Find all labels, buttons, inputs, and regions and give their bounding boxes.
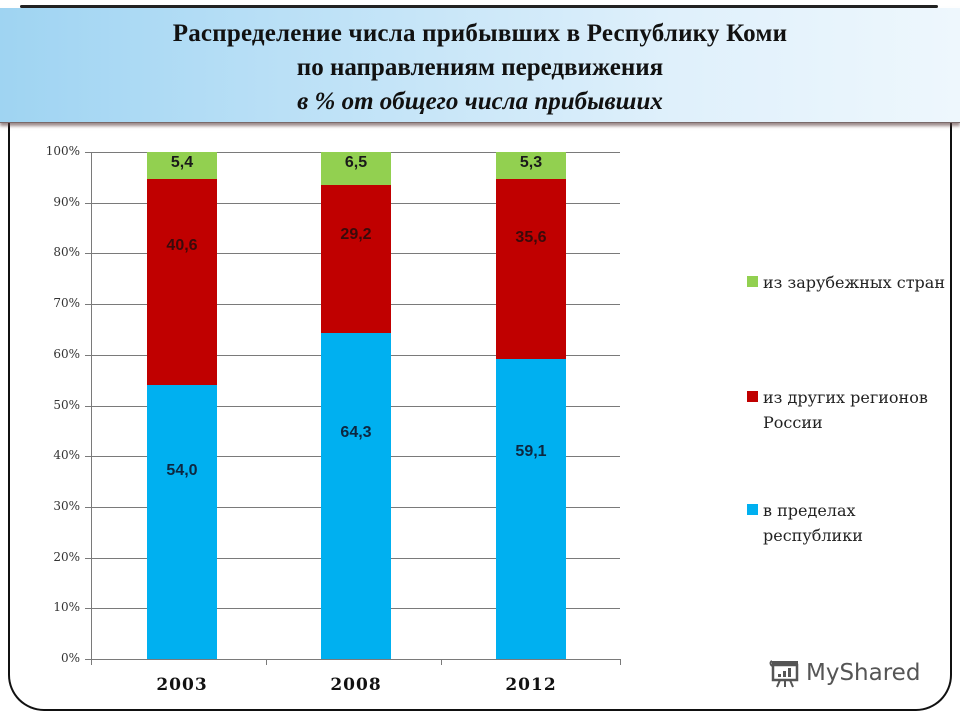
legend-label: из зарубежных стран xyxy=(763,273,945,292)
x-tick-mark xyxy=(91,659,92,665)
y-tick-label: 0% xyxy=(60,651,80,665)
legend-swatch-icon xyxy=(747,391,758,402)
bar-segment-2008 xyxy=(321,185,391,333)
watermark: MyShared xyxy=(768,656,920,690)
legend-swatch-icon xyxy=(747,504,758,515)
title-line-1: Распределение числа прибывших в Республи… xyxy=(172,20,788,47)
bar-segment-2003 xyxy=(147,152,217,179)
legend-item: из зарубежных стран xyxy=(747,270,953,295)
x-tick-mark xyxy=(266,659,267,665)
title-banner: Распределение числа прибывших в Республи… xyxy=(0,8,960,123)
data-label: 59,1 xyxy=(515,443,547,460)
legend-item: в пределах республики xyxy=(747,498,953,548)
bar-segment-2003 xyxy=(147,179,217,385)
slide-frame xyxy=(8,20,952,711)
data-label: 5,3 xyxy=(519,154,543,171)
data-label: 29,2 xyxy=(340,226,372,243)
legend-label: из других регионов России xyxy=(763,388,928,432)
x-tick-mark xyxy=(441,659,442,665)
bar-segment-2008 xyxy=(321,152,391,185)
x-category-label: 2012 xyxy=(505,675,557,695)
x-tick-mark xyxy=(620,659,621,665)
y-tick-label: 30% xyxy=(53,499,80,513)
y-tick-label: 50% xyxy=(53,398,80,412)
title-line-3-subtitle: в % от общего числа прибывших xyxy=(297,88,663,115)
bar-segment-2012 xyxy=(496,179,566,359)
y-tick-label: 20% xyxy=(53,550,80,564)
y-tick-label: 80% xyxy=(53,245,80,259)
bar-segment-2003 xyxy=(147,385,217,659)
y-tick-label: 40% xyxy=(53,448,80,462)
top-rule xyxy=(20,5,938,8)
presentation-chart-icon xyxy=(769,660,799,688)
bar-segment-2008 xyxy=(321,333,391,659)
data-label: 6,5 xyxy=(344,154,368,171)
title-line-2: по направлениям передвижения xyxy=(296,54,664,81)
data-label: 40,6 xyxy=(166,237,198,254)
y-tick-label: 70% xyxy=(53,296,80,310)
bar-segment-2012 xyxy=(496,359,566,659)
data-label: 54,0 xyxy=(166,462,198,479)
watermark-text: MyShared xyxy=(806,660,921,686)
y-tick-label: 10% xyxy=(53,600,80,614)
legend-swatch-icon xyxy=(747,276,758,287)
legend-item: из других регионов России xyxy=(747,385,953,435)
x-category-label: 2008 xyxy=(330,675,382,695)
x-category-label: 2003 xyxy=(156,675,208,695)
y-tick-label: 60% xyxy=(53,347,80,361)
bar-segment-2012 xyxy=(496,152,566,179)
data-label: 5,4 xyxy=(170,154,194,171)
data-label: 35,6 xyxy=(515,229,547,246)
gridline xyxy=(85,659,620,660)
y-tick-label: 90% xyxy=(53,195,80,209)
legend-label: в пределах республики xyxy=(763,501,863,545)
data-label: 64,3 xyxy=(340,424,372,441)
y-tick-label: 100% xyxy=(45,144,80,158)
